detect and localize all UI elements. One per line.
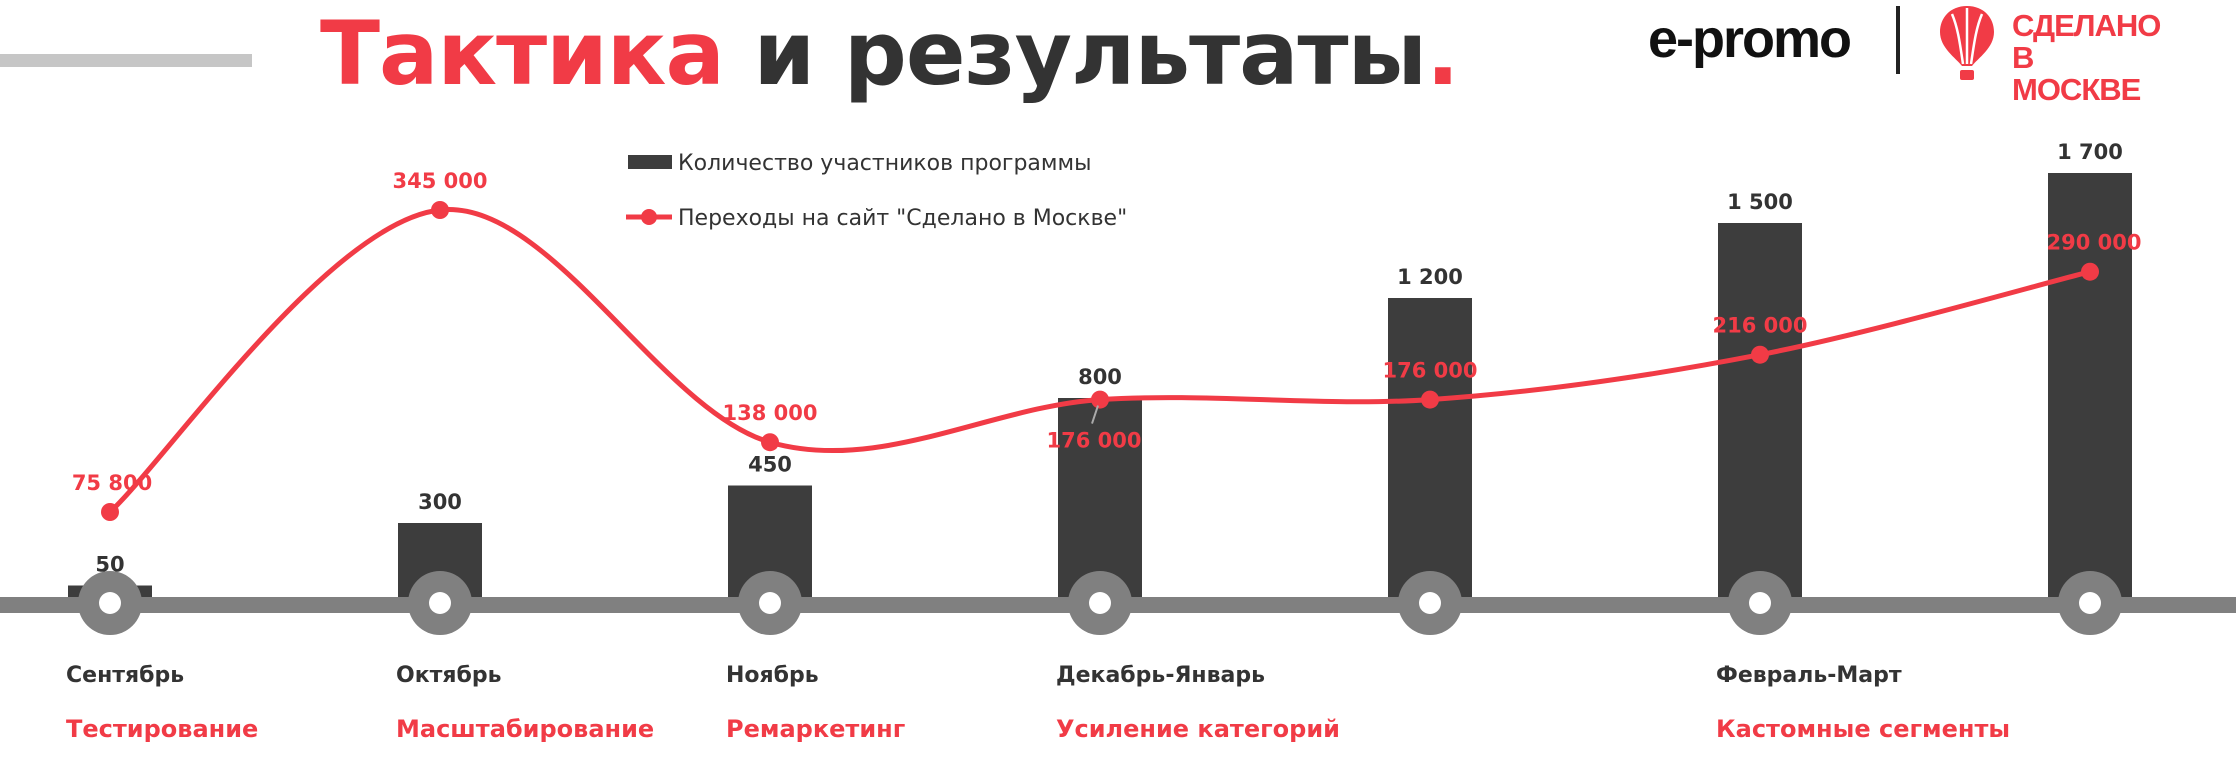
made-in-moscow-logo: СДЕЛАНО В МОСКВЕ [2012,8,2161,107]
line-layer [101,201,2099,521]
timeline-markers [78,571,2122,635]
labels-layer: 50 300 450 800 1 200 1 500 1 700 75 800 345 000 1… [66,140,2141,743]
title-dot: . [1426,2,1459,105]
line-point-3 [1091,390,1109,409]
category-label-5: Февраль-Март [1716,663,1902,688]
bar-label-5: 1 500 [1727,190,1793,214]
made-logo-line1: СДЕЛАНО [2012,8,2161,43]
line-point-2 [761,433,779,452]
line-label-3: 176 000 [1047,429,1142,453]
made-logo-line2: В МОСКВЕ [2012,40,2141,107]
line-label-1: 345 000 [393,169,488,193]
bar-label-6: 1 700 [2057,140,2123,164]
line-point-5 [1751,345,1769,364]
bar-6 [2048,173,2132,598]
timeline-marker-hole-5 [1749,592,1771,614]
legend: Количество участников программы Переходы … [626,151,1127,231]
phase-label-0: Тестирование [66,715,258,743]
bar-5 [1718,223,1802,598]
phase-label-3: Усиление категорий [1056,715,1340,743]
category-label-2: Ноябрь [726,663,819,688]
phase-label-2: Ремаркетинг [726,715,905,743]
bar-label-1: 300 [418,490,462,514]
bar-3 [1058,398,1142,598]
title-rest: и результаты [723,2,1428,105]
bar-label-0: 50 [95,553,124,577]
legend-swatch-bars [628,155,672,169]
bar-label-2: 450 [748,453,792,477]
line-label-5: 216 000 [1713,314,1808,338]
line-label-0: 75 800 [72,471,152,495]
timeline-marker-hole-1 [429,592,451,614]
balloon-logo-icon [1940,6,1994,80]
category-label-0: Сентябрь [66,663,184,688]
phase-label-5: Кастомные сегменты [1716,715,2010,743]
line-point-6 [2081,262,2099,281]
category-label-1: Октябрь [396,663,502,688]
logo-divider [1896,6,1900,74]
line-point-1 [431,201,449,219]
phase-label-1: Масштабирование [396,715,654,743]
line-label-4: 176 000 [1383,359,1478,383]
bar-label-3: 800 [1078,365,1122,389]
decorative-bar [0,54,252,67]
page-title: Тактика и результаты. [320,2,1460,105]
line-point-4 [1421,390,1439,409]
line-label-6: 290 000 [2047,231,2142,255]
timeline-marker-hole-4 [1419,592,1441,614]
category-label-3: Декабрь-Январь [1056,663,1265,688]
timeline-marker-hole-6 [2079,592,2101,614]
line-point-0 [101,503,119,521]
legend-label-line: Переходы на сайт "Сделано в Москве" [678,206,1127,231]
timeline-marker-hole-0 [99,592,121,614]
legend-label-bars: Количество участников программы [678,151,1091,176]
legend-swatch-point [641,209,657,225]
bar-label-4: 1 200 [1397,265,1463,289]
timeline-marker-hole-2 [759,592,781,614]
title-accent: Тактика [320,2,725,105]
line-label-leader-3 [1091,405,1099,424]
line-label-2: 138 000 [723,401,818,425]
timeline-marker-hole-3 [1089,592,1111,614]
epromo-logo: e-promo [1648,9,1852,69]
bar-4 [1388,298,1472,598]
bars-layer [68,173,2132,598]
